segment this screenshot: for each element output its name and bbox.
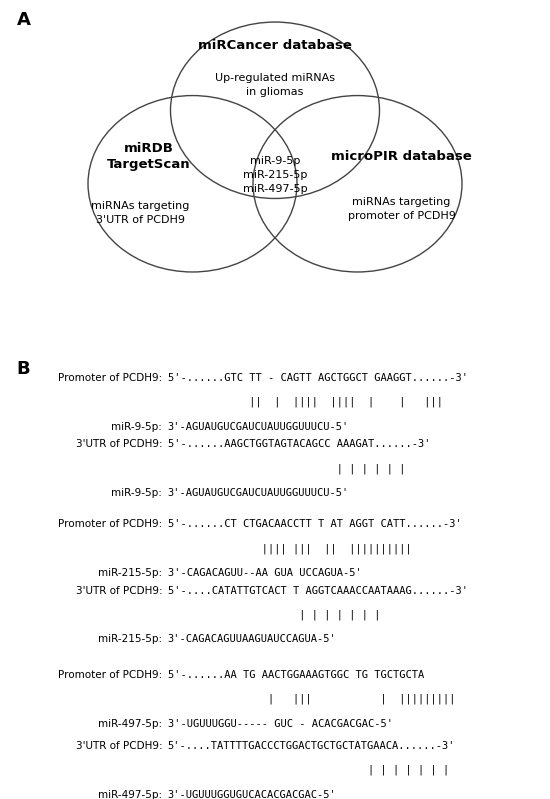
Text: 3'-UGUUUGGU----- GUC - ACACGACGAC-5': 3'-UGUUUGGU----- GUC - ACACGACGAC-5' (168, 718, 393, 729)
Text: ||  |  ||||  ||||  |    |   |||: || | |||| |||| | | ||| (168, 397, 443, 407)
Text: miR-9-5p:: miR-9-5p: (111, 488, 162, 498)
Text: miR-215-5p:: miR-215-5p: (98, 568, 162, 578)
Text: Up-regulated miRNAs
in gliomas: Up-regulated miRNAs in gliomas (215, 73, 335, 97)
Text: Promoter of PCDH9:: Promoter of PCDH9: (58, 519, 162, 529)
Text: |   |||           |  |||||||||: | ||| | ||||||||| (168, 694, 455, 705)
Text: |||| |||  ||  ||||||||||: |||| ||| || |||||||||| (168, 543, 411, 554)
Text: 5'-....TATTTTGACCCTGGACTGCTGCTATGAACA......-3': 5'-....TATTTTGACCCTGGACTGCTGCTATGAACA...… (168, 741, 455, 751)
Text: miRNAs targeting
promoter of PCDH9: miRNAs targeting promoter of PCDH9 (348, 197, 455, 221)
Text: miRCancer database: miRCancer database (198, 39, 352, 53)
Text: | | | | | |: | | | | | | (168, 463, 405, 474)
Text: miRNAs targeting
3'UTR of PCDH9: miRNAs targeting 3'UTR of PCDH9 (91, 201, 189, 225)
Text: 3'UTR of PCDH9:: 3'UTR of PCDH9: (76, 439, 162, 449)
Text: 5'-......AA TG AACTGGAAAGTGGC TG TGCTGCTA: 5'-......AA TG AACTGGAAAGTGGC TG TGCTGCT… (168, 670, 424, 680)
Text: miR-497-5p:: miR-497-5p: (98, 718, 162, 729)
Text: | | | | | | |: | | | | | | | (168, 610, 380, 620)
Text: Promoter of PCDH9:: Promoter of PCDH9: (58, 372, 162, 383)
Text: 5'-......AAGCTGGTAGTACAGCC AAAGAT......-3': 5'-......AAGCTGGTAGTACAGCC AAAGAT......-… (168, 439, 430, 449)
Text: microPIR database: microPIR database (331, 149, 472, 163)
Text: 3'-UGUUUGGUGUCACACGACGAC-5': 3'-UGUUUGGUGUCACACGACGAC-5' (168, 789, 337, 799)
Text: miRDB
TargetScan: miRDB TargetScan (107, 141, 190, 171)
Text: 5'-......GTC TT - CAGTT AGCTGGCT GAAGGT......-3': 5'-......GTC TT - CAGTT AGCTGGCT GAAGGT.… (168, 372, 467, 383)
Text: Promoter of PCDH9:: Promoter of PCDH9: (58, 670, 162, 680)
Text: 3'-AGUAUGUCGAUCUAUUGGUUUCU-5': 3'-AGUAUGUCGAUCUAUUGGUUUCU-5' (168, 488, 349, 498)
Text: miR-215-5p:: miR-215-5p: (98, 634, 162, 644)
Text: B: B (16, 360, 30, 378)
Text: 5'-....CATATTGTCACT T AGGTCAAACCAATAAAG......-3': 5'-....CATATTGTCACT T AGGTCAAACCAATAAAG.… (168, 586, 467, 595)
Text: 5'-......CT CTGACAACCTT T AT AGGT CATT......-3': 5'-......CT CTGACAACCTT T AT AGGT CATT..… (168, 519, 461, 529)
Text: 3'UTR of PCDH9:: 3'UTR of PCDH9: (76, 586, 162, 595)
Text: miR-9-5p
miR-215-5p
miR-497-5p: miR-9-5p miR-215-5p miR-497-5p (243, 156, 307, 193)
Text: 3'-CAGACAGUU--AA GUA UCCAGUA-5': 3'-CAGACAGUU--AA GUA UCCAGUA-5' (168, 568, 361, 578)
Text: A: A (16, 11, 30, 29)
Text: | | | | | | |: | | | | | | | (168, 765, 449, 775)
Text: miR-497-5p:: miR-497-5p: (98, 789, 162, 799)
Text: 3'-CAGACAGUUAAGUAUCCAGUA-5': 3'-CAGACAGUUAAGUAUCCAGUA-5' (168, 634, 337, 644)
Text: 3'-AGUAUGUCGAUCUAUUGGUUUCU-5': 3'-AGUAUGUCGAUCUAUUGGUUUCU-5' (168, 422, 349, 431)
Text: miR-9-5p:: miR-9-5p: (111, 422, 162, 431)
Text: 3'UTR of PCDH9:: 3'UTR of PCDH9: (76, 741, 162, 751)
